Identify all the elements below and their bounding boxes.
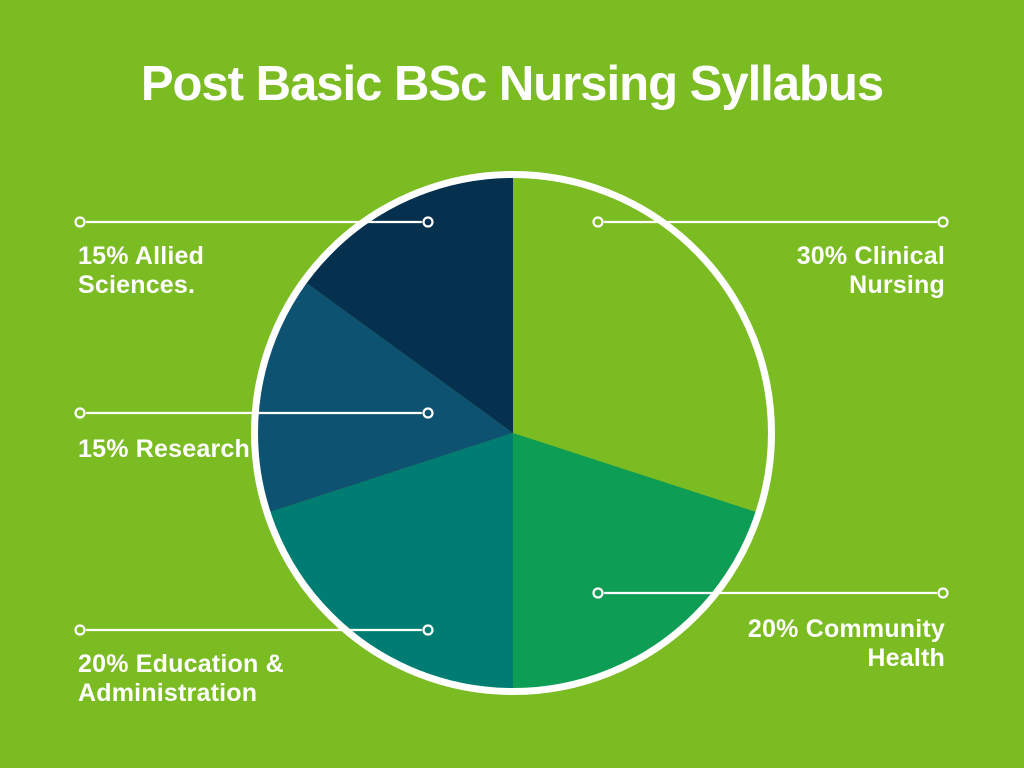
label-line: Administration [78,679,258,707]
pie-ring [251,171,775,695]
leader-line-clinical-nursing [592,216,949,228]
label-line: Sciences. [78,271,196,299]
label-community-health: 20% Community Health [748,615,945,673]
pie-slice-education-administration [266,433,513,692]
pie-slice-research [253,280,513,514]
pie-slice-allied-sciences [303,174,513,433]
pie-slices [253,174,772,692]
leader-lines [74,216,949,636]
label-line: Nursing [849,271,945,299]
pie-slice-community-health [513,433,760,692]
label-line: 20% Education & [78,650,284,678]
label-allied-sciences: 15% Allied Sciences. [78,242,204,300]
label-line: 15% Research [78,435,250,463]
label-line: 15% Allied [78,242,205,270]
leader-line-allied-sciences [74,216,434,228]
label-research: 15% Research [78,435,250,464]
leader-line-education-administration [74,624,434,636]
leader-line-research [74,407,434,419]
page-title: Post Basic BSc Nursing Syllabus [140,57,884,111]
pie-slice-clinical-nursing [513,174,772,514]
label-line: 20% Community [747,615,945,643]
label-line: Health [867,644,945,672]
leader-line-community-health [592,587,949,599]
label-education-administration: 20% Education & Administration [78,650,284,708]
label-clinical-nursing: 30% Clinical Nursing [797,242,945,300]
label-line: 30% Clinical [796,242,945,270]
